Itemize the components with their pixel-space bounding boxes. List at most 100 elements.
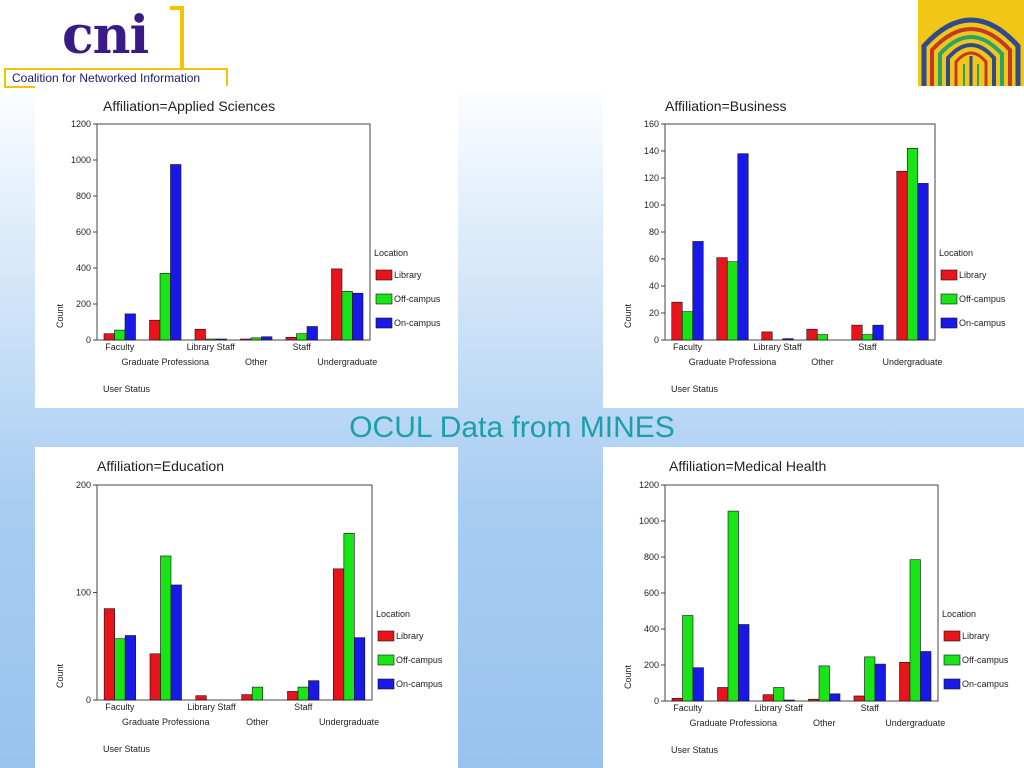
x-tick-label: Graduate Professiona xyxy=(689,357,777,367)
y-tick-label: 20 xyxy=(649,308,659,318)
x-tick-label: Graduate Professiona xyxy=(121,357,209,367)
bar xyxy=(829,693,841,702)
y-tick-label: 400 xyxy=(76,263,91,273)
bar xyxy=(103,608,115,701)
y-axis-label: Count xyxy=(55,663,65,688)
x-tick-label: Undergraduate xyxy=(319,717,379,727)
x-tick-label: Graduate Professiona xyxy=(689,718,777,728)
chart-title: Affiliation=Medical Health xyxy=(669,458,826,474)
x-tick-label: Faculty xyxy=(105,342,135,352)
legend-swatch xyxy=(377,678,395,690)
y-tick-label: 200 xyxy=(76,299,91,309)
bar xyxy=(861,334,874,341)
x-tick-label: Library Staff xyxy=(753,342,802,352)
y-tick-label: 600 xyxy=(644,588,659,598)
bar xyxy=(864,656,876,702)
legend-title: Location xyxy=(942,609,976,619)
bar xyxy=(899,662,911,702)
bar xyxy=(671,301,683,341)
legend-label: Library xyxy=(396,631,424,641)
cni-logo-frame xyxy=(170,6,184,10)
legend-title: Location xyxy=(374,248,408,258)
bar xyxy=(124,313,136,341)
bar xyxy=(297,686,309,701)
y-tick-label: 1200 xyxy=(639,480,659,490)
bar xyxy=(287,691,299,701)
x-tick-label: Other xyxy=(813,718,836,728)
y-tick-label: 200 xyxy=(644,660,659,670)
legend-swatch xyxy=(943,678,961,690)
bar xyxy=(285,337,297,341)
y-tick-label: 100 xyxy=(644,200,659,210)
plot-frame xyxy=(96,123,371,341)
legend-swatch xyxy=(375,269,393,281)
chart-panel-education: Affiliation=Education 0 100 200 Count Faculty… xyxy=(35,447,458,768)
y-tick-label: 160 xyxy=(644,119,659,129)
legend-swatch xyxy=(943,654,961,666)
bar xyxy=(240,338,252,341)
x-axis-label: User Status xyxy=(671,384,719,394)
x-tick-label: Other xyxy=(246,717,269,727)
chart-education: Affiliation=Education 0 100 200 Count Faculty… xyxy=(55,458,443,754)
bar xyxy=(717,687,729,702)
y-tick-label: 1000 xyxy=(639,516,659,526)
legend-label: Off-campus xyxy=(394,294,441,304)
y-axis-label: Count xyxy=(623,303,633,328)
y-tick-label: 120 xyxy=(644,173,659,183)
chart-title: Affiliation=Applied Sciences xyxy=(103,98,275,114)
chart-business: Affiliation=Business 0 20 40 60 80 100 120 140 16… xyxy=(623,98,1006,394)
bar xyxy=(738,624,750,702)
bar xyxy=(331,268,343,341)
bar xyxy=(808,698,820,702)
x-tick-label: Undergraduate xyxy=(885,718,945,728)
bar xyxy=(149,319,161,341)
bar xyxy=(920,651,932,702)
y-tick-label: 0 xyxy=(654,335,659,345)
bar xyxy=(874,663,886,702)
x-axis-label: User Status xyxy=(671,745,719,755)
y-tick-label: 800 xyxy=(76,191,91,201)
legend-label: On-campus xyxy=(394,318,441,328)
legend-label: On-campus xyxy=(959,318,1006,328)
bar xyxy=(761,331,773,341)
cni-logo: cni Coalition for Networked Information xyxy=(2,2,232,92)
bar xyxy=(782,338,794,341)
bar xyxy=(194,328,206,341)
legend-swatch xyxy=(377,630,395,642)
bar xyxy=(773,687,785,702)
legend-label: Library xyxy=(959,270,987,280)
bar xyxy=(692,667,704,702)
bar xyxy=(681,311,694,341)
bar xyxy=(308,680,320,701)
x-tick-label: Undergraduate xyxy=(882,357,942,367)
bar xyxy=(241,694,253,701)
chart-panel-business: Affiliation=Business 0 20 40 60 80 100 120 140 16… xyxy=(603,86,1024,408)
bar xyxy=(818,665,830,702)
y-tick-label: 0 xyxy=(654,696,659,706)
x-tick-label: Undergraduate xyxy=(317,357,377,367)
bar xyxy=(205,338,217,341)
bar xyxy=(149,653,161,701)
bar xyxy=(896,170,908,341)
cni-logo-letters: cni xyxy=(62,5,149,66)
legend-swatch xyxy=(940,293,958,305)
y-tick-label: 200 xyxy=(76,480,91,490)
legend-label: Library xyxy=(962,631,990,641)
x-axis-label: User Status xyxy=(103,384,151,394)
bar xyxy=(124,635,136,701)
y-tick-label: 1200 xyxy=(71,119,91,129)
bar xyxy=(726,261,739,341)
chart-title: Affiliation=Business xyxy=(665,98,787,114)
legend-title: Location xyxy=(376,609,410,619)
cni-logo-tagline: Coalition for Networked Information xyxy=(4,68,228,88)
bar xyxy=(737,153,749,341)
bar xyxy=(853,695,865,702)
x-tick-label: Faculty xyxy=(673,342,703,352)
x-tick-label: Graduate Professiona xyxy=(122,717,210,727)
bar xyxy=(917,183,929,341)
legend-label: Off-campus xyxy=(959,294,1006,304)
bar xyxy=(682,615,694,702)
x-tick-label: Other xyxy=(811,357,834,367)
bar xyxy=(114,329,126,341)
bar xyxy=(762,694,774,702)
